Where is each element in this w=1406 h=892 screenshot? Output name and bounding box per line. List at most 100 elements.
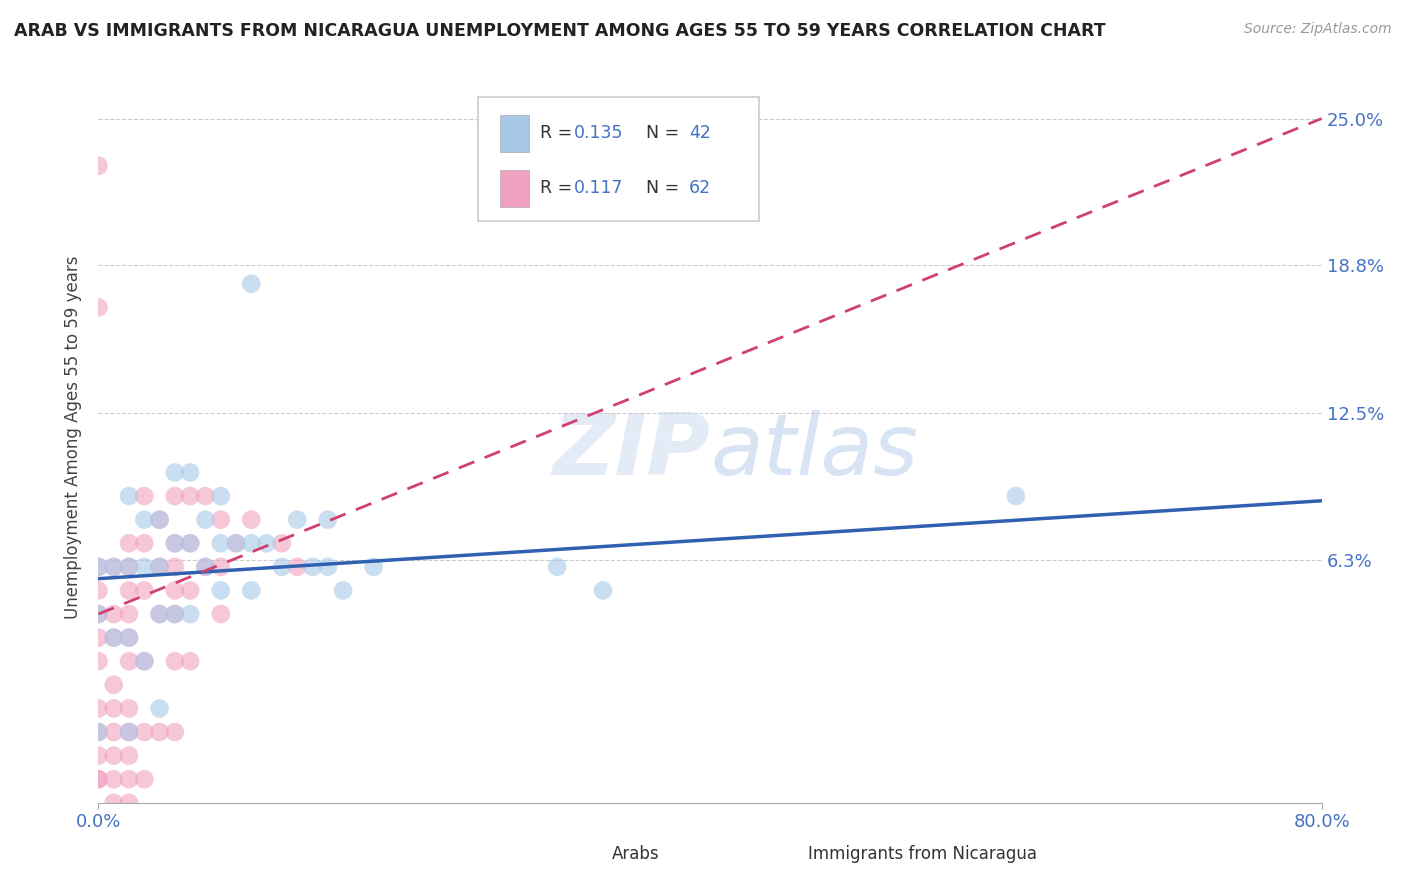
Point [363,559,385,574]
Point [240,583,263,598]
Point [87,725,110,739]
Point [163,536,186,550]
Point [103,631,125,645]
Point [118,583,141,598]
Point [118,607,141,621]
Point [118,631,141,645]
Point [209,513,232,527]
Point [134,513,156,527]
Point [225,536,247,550]
Point [194,559,217,574]
Point [103,678,125,692]
Point [87,559,110,574]
Point [163,583,186,598]
Point [209,607,232,621]
Point [149,559,172,574]
Point [546,559,568,574]
Point [118,725,141,739]
Point [240,536,263,550]
Point [87,701,110,715]
Point [270,559,292,574]
Point [316,559,339,574]
Point [87,607,110,621]
Point [194,559,217,574]
Text: ARAB VS IMMIGRANTS FROM NICARAGUA UNEMPLOYMENT AMONG AGES 55 TO 59 YEARS CORRELA: ARAB VS IMMIGRANTS FROM NICARAGUA UNEMPL… [14,22,1105,40]
Text: Immigrants from Nicaragua: Immigrants from Nicaragua [808,845,1036,863]
Point [194,513,217,527]
Text: Source: ZipAtlas.com: Source: ZipAtlas.com [1244,22,1392,37]
Text: 0.135: 0.135 [574,124,624,143]
FancyBboxPatch shape [568,838,598,866]
Point [118,725,141,739]
Point [87,583,110,598]
Point [103,701,125,715]
Point [103,559,125,574]
Point [118,631,141,645]
FancyBboxPatch shape [499,170,529,207]
Point [592,583,614,598]
Point [240,277,263,291]
FancyBboxPatch shape [763,838,793,866]
Point [179,607,201,621]
Point [134,654,156,668]
Point [163,725,186,739]
Point [103,796,125,810]
Point [87,654,110,668]
Point [149,607,172,621]
Point [87,159,110,173]
Point [103,725,125,739]
Point [103,631,125,645]
Text: R =: R = [540,124,578,143]
Point [134,725,156,739]
Point [285,513,308,527]
Point [149,513,172,527]
Text: R =: R = [540,179,583,197]
Point [118,489,141,503]
Text: 42: 42 [689,124,711,143]
Point [103,772,125,787]
Point [103,559,125,574]
FancyBboxPatch shape [478,97,759,221]
Point [103,748,125,763]
Text: ZIP: ZIP [553,410,710,493]
Point [134,489,156,503]
Point [163,607,186,621]
Point [163,489,186,503]
Point [179,583,201,598]
Point [163,559,186,574]
Point [87,772,110,787]
Point [209,583,232,598]
Text: N =: N = [636,179,685,197]
Text: N =: N = [636,124,685,143]
Point [134,654,156,668]
Point [87,607,110,621]
Point [179,466,201,480]
Point [149,607,172,621]
Point [149,513,172,527]
Point [149,701,172,715]
Point [209,559,232,574]
Point [209,536,232,550]
Point [87,725,110,739]
Point [270,536,292,550]
Point [163,654,186,668]
Text: atlas: atlas [710,410,918,493]
Point [149,559,172,574]
Point [240,513,263,527]
Point [118,559,141,574]
Point [163,536,186,550]
Point [1004,489,1026,503]
Point [179,489,201,503]
Point [256,536,278,550]
Point [149,725,172,739]
Point [179,536,201,550]
Point [134,772,156,787]
Point [194,489,217,503]
Point [87,748,110,763]
Point [134,583,156,598]
Point [179,536,201,550]
Point [118,701,141,715]
Point [87,772,110,787]
Point [332,583,354,598]
Point [179,654,201,668]
